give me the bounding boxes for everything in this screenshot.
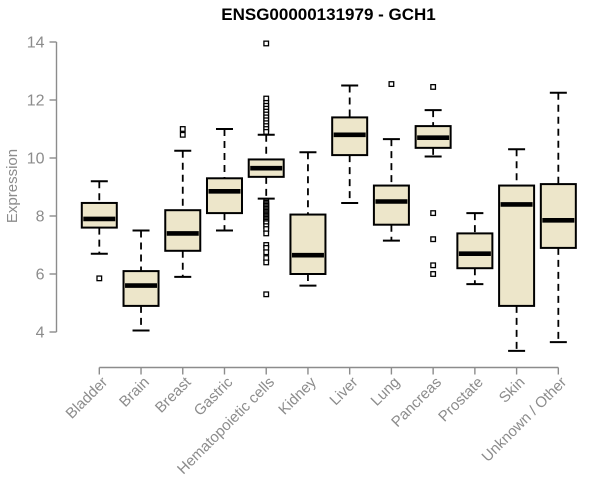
y-axis: 4 6 8 10 12 14 [27,35,58,342]
outlier-point [263,259,270,266]
iqr-box [164,209,202,252]
y-tick-label: 4 [36,325,45,342]
box-breast [164,126,202,278]
box-brain [122,229,160,332]
iqr-box [456,232,494,270]
box-liver [331,84,369,204]
outlier-point [96,275,103,282]
x-tick-label: Liver [326,374,361,409]
box-kidney [289,151,327,287]
box-hematopoietic-cells [247,40,285,298]
iqr-box [289,213,327,276]
outlier-point [263,291,270,298]
y-tick-label: 14 [27,35,45,52]
iqr-box [205,177,243,215]
outlier-point [263,230,270,237]
x-tick-label: Lung [368,374,404,410]
box-prostate [456,212,494,286]
y-tick-label: 12 [27,93,45,110]
outlier-point [388,81,395,87]
outlier-point [263,128,270,135]
x-tick-label: Skin [496,374,529,407]
outlier-point [430,210,437,217]
outlier-point [430,262,437,269]
y-tick-label: 10 [27,151,45,168]
box-bladder [80,180,118,282]
box-lung [372,81,410,242]
box-skin [498,148,536,352]
outlier-point [430,84,437,90]
box-unknown-other [539,91,577,344]
iqr-box [122,270,160,307]
x-tick-label: Kidney [275,373,320,418]
x-tick-label: Brain [116,374,153,411]
chart-title: ENSG00000131979 - GCH1 [221,5,436,24]
outlier-point [179,126,186,132]
iqr-box [372,184,410,226]
x-tick-label: Bladder [63,374,112,423]
outlier-point [263,249,270,256]
y-tick-label: 6 [36,267,45,284]
outlier-point [179,131,186,138]
outlier-point [430,236,437,243]
box-pancreas [414,84,452,277]
iqr-box [80,201,118,229]
box-gastric [205,128,243,232]
iqr-box [539,183,577,249]
outlier-point [430,271,437,277]
outlier-point [263,40,270,47]
y-tick-label: 8 [36,209,45,226]
x-tick-label: Breast [152,373,195,416]
x-tick-label: Prostate [435,374,487,426]
